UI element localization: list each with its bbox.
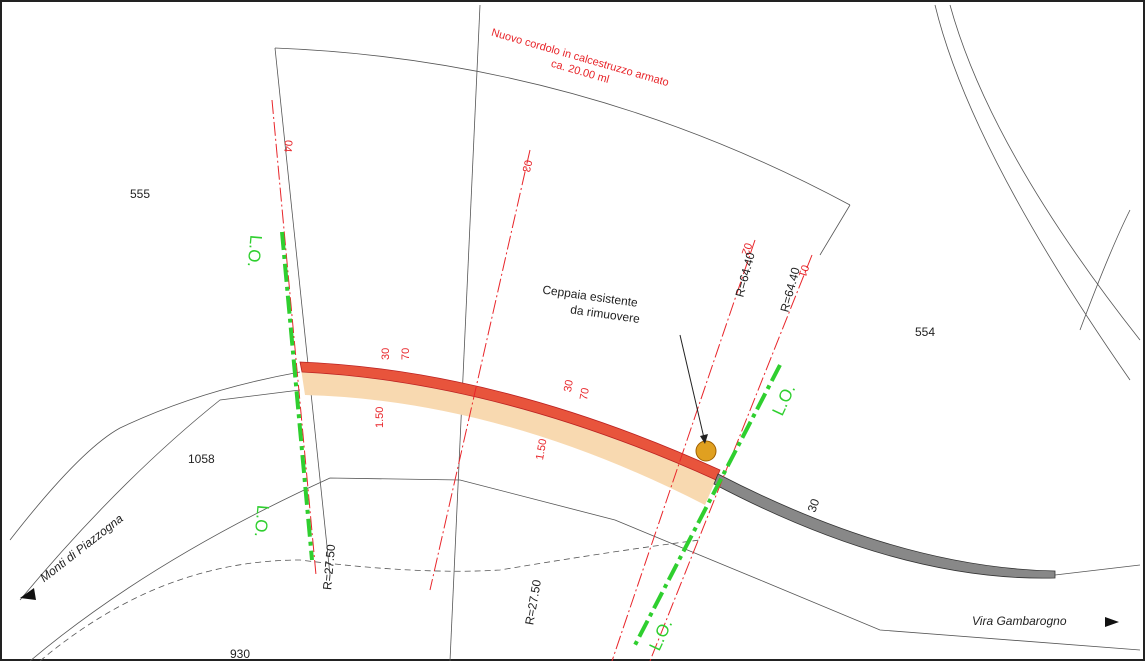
parcel-number: 930 (230, 647, 250, 661)
tree-stump (696, 441, 716, 461)
dimension: 70 (578, 387, 592, 401)
boundary-label: L.O. (251, 504, 273, 538)
section-label: 04 (281, 139, 294, 152)
parcel-number: 555 (130, 187, 150, 201)
direction-label: Vira Gambarogno (972, 614, 1067, 628)
dimension: 1.50 (374, 407, 386, 428)
dimension: 30 (380, 348, 392, 360)
dimension: 70 (400, 348, 412, 360)
drawing: Nuovo cordolo in calcestruzzo armato ca.… (0, 0, 1145, 661)
dimension: 30 (562, 379, 576, 393)
frame (1, 1, 1144, 660)
parcel-number: 1058 (188, 452, 215, 466)
boundary-label: L.O. (244, 234, 266, 268)
parcel-number: 554 (915, 325, 935, 339)
